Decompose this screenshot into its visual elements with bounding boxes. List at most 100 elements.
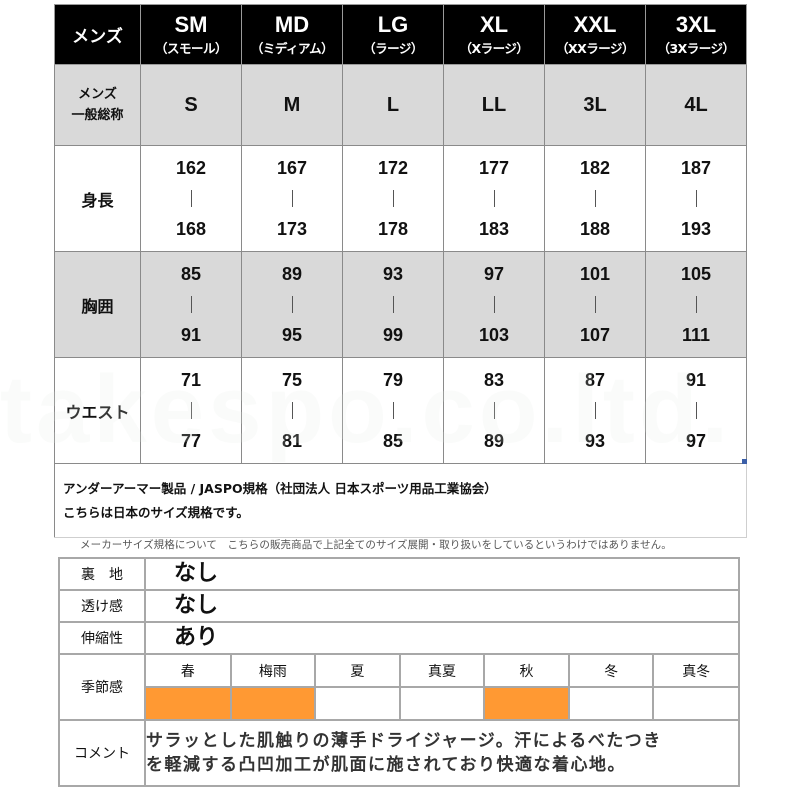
measurement-range-cell: 75 81 — [241, 357, 343, 464]
size-header-row: メンズ SM （スモール） MD （ミディアム） LG （ラージ） XL （Xラージ） … — [54, 4, 747, 65]
range-max: 99 — [382, 324, 404, 345]
range-min: 162 — [175, 157, 207, 178]
measurement-range-cell: 162 168 — [140, 145, 242, 252]
measurement-range-cell: 167 173 — [241, 145, 343, 252]
spec-value: なし — [144, 557, 740, 591]
measurement-range-cell: 91 97 — [645, 357, 747, 464]
range-separator — [190, 296, 192, 313]
measurement-range-cell: 101 107 — [544, 251, 646, 358]
range-separator — [493, 402, 495, 419]
season-indicator-inactive — [567, 686, 655, 719]
size-chart-table: メンズ SM （スモール） MD （ミディアム） LG （ラージ） XL （Xラージ） … — [54, 4, 747, 538]
measurement-range-cell: 182 188 — [544, 145, 646, 252]
range-separator — [493, 296, 495, 313]
range-separator — [695, 296, 697, 313]
range-separator — [594, 402, 596, 419]
range-max: 93 — [584, 430, 606, 451]
measurement-range-cell: 172 178 — [342, 145, 444, 252]
season-indicator-active — [146, 686, 232, 719]
season-grid: 春梅雨夏真夏秋冬真冬 — [146, 655, 738, 719]
measurement-label: ウエスト — [54, 357, 141, 464]
spec-row-lining: 裏 地 なし — [58, 557, 740, 591]
range-separator — [291, 296, 293, 313]
product-spec-table: 裏 地 なし 透け感 なし 伸縮性 あり 季節感 春梅雨夏真夏秋冬真冬 コメント… — [58, 557, 740, 787]
range-max: 95 — [281, 324, 303, 345]
range-min: 75 — [281, 369, 303, 390]
range-min: 97 — [483, 263, 505, 284]
range-separator — [291, 402, 293, 419]
range-min: 177 — [478, 157, 510, 178]
measurement-range-cell: 177 183 — [443, 145, 545, 252]
range-min: 172 — [377, 157, 409, 178]
measurement-range-cell: 187 193 — [645, 145, 747, 252]
range-min: 187 — [680, 157, 712, 178]
range-min: 71 — [180, 369, 202, 390]
season-indicator-active — [229, 686, 317, 719]
measurement-range-cell: 71 77 — [140, 357, 242, 464]
size-header-3xl: 3XL （3Xラージ） — [645, 4, 747, 65]
range-min: 91 — [685, 369, 707, 390]
range-max: 91 — [180, 324, 202, 345]
range-max: 81 — [281, 430, 303, 451]
measurement-row: 身長 162 168 167 173 172 178 177 183 182 188 187 193 — [54, 145, 747, 252]
range-separator — [291, 190, 293, 207]
range-max: 77 — [180, 430, 202, 451]
general-size-cell: L — [342, 64, 444, 146]
corner-label: メンズ — [54, 4, 141, 65]
range-min: 93 — [382, 263, 404, 284]
spec-label: 透け感 — [58, 589, 146, 623]
season-name: 真冬 — [652, 655, 738, 688]
season-indicator-active — [483, 686, 570, 719]
range-max: 103 — [478, 324, 510, 345]
comment-label: コメント — [58, 719, 146, 787]
size-header-xl: XL （Xラージ） — [443, 4, 545, 65]
general-size-label: メンズ 一般総称 — [54, 64, 141, 146]
range-max: 188 — [579, 218, 611, 239]
spec-row-comment: コメント サラッとした肌触りの薄手ドライジャージ。汗によるべたつき を軽減する凸凹… — [58, 719, 740, 787]
range-max: 193 — [680, 218, 712, 239]
range-min: 182 — [579, 157, 611, 178]
range-min: 105 — [680, 263, 712, 284]
measurement-label: 胸囲 — [54, 251, 141, 358]
range-max: 111 — [681, 324, 711, 345]
notes-line-1: アンダーアーマー製品 / JASPO規格（社団法人 日本スポーツ用品工業協会） — [63, 480, 497, 496]
range-separator — [190, 402, 192, 419]
range-min: 87 — [584, 369, 606, 390]
spec-value: あり — [144, 621, 740, 655]
season-label: 季節感 — [58, 653, 146, 721]
range-max: 173 — [276, 218, 308, 239]
range-separator — [695, 190, 697, 207]
size-header-xxl: XXL （XXラージ） — [544, 4, 646, 65]
selection-fill-handle[interactable] — [742, 459, 747, 464]
notes-line-2: こちらは日本のサイズ規格です。 — [63, 504, 249, 520]
measurement-range-cell: 93 99 — [342, 251, 444, 358]
measurement-row: 胸囲 85 91 89 95 93 99 97 103 101 107 105 111 — [54, 251, 747, 358]
spec-value: なし — [144, 589, 740, 623]
season-indicator-inactive — [398, 686, 486, 719]
range-separator — [594, 190, 596, 207]
range-min: 79 — [382, 369, 404, 390]
spec-row-stretch: 伸縮性 あり — [58, 621, 740, 655]
season-name: 梅雨 — [229, 655, 317, 688]
range-min: 89 — [281, 263, 303, 284]
range-min: 101 — [579, 263, 611, 284]
range-separator — [392, 190, 394, 207]
measurement-range-cell: 85 91 — [140, 251, 242, 358]
range-separator — [392, 402, 394, 419]
range-separator — [493, 190, 495, 207]
range-min: 85 — [180, 263, 202, 284]
range-min: 167 — [276, 157, 308, 178]
measurement-range-cell: 79 85 — [342, 357, 444, 464]
range-max: 183 — [478, 218, 510, 239]
size-caption: メーカーサイズ規格について こちらの販売商品で上記全てのサイズ展開・取り扱いをし… — [80, 539, 672, 551]
size-header-md: MD （ミディアム） — [241, 4, 343, 65]
measurement-row: ウエスト 71 77 75 81 79 85 83 89 87 93 91 97 — [54, 357, 747, 464]
range-separator — [695, 402, 697, 419]
range-max: 97 — [685, 430, 707, 451]
notes-cell: アンダーアーマー製品 / JASPO規格（社団法人 日本スポーツ用品工業協会） こ… — [54, 463, 747, 538]
measurement-range-cell: 105 111 — [645, 251, 747, 358]
spec-label: 裏 地 — [58, 557, 146, 591]
range-min: 83 — [483, 369, 505, 390]
range-max: 85 — [382, 430, 404, 451]
range-separator — [190, 190, 192, 207]
